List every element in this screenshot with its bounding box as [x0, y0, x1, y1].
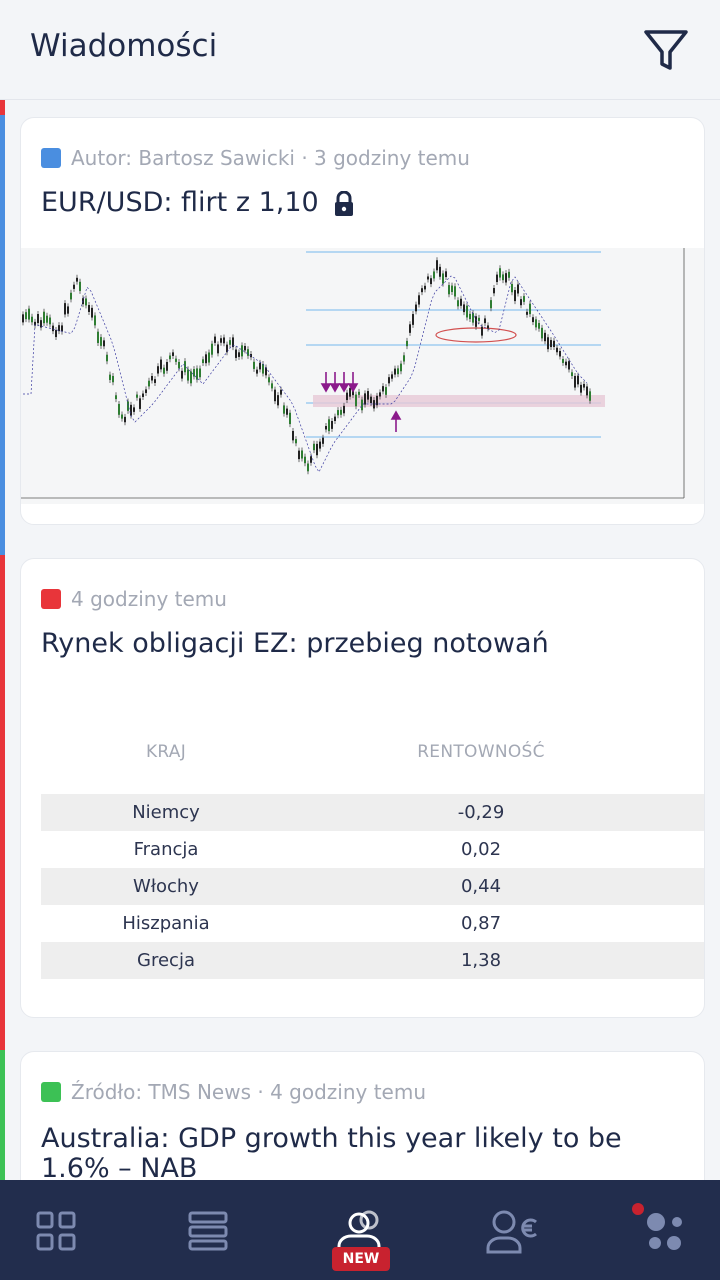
filter-icon: [644, 30, 688, 70]
article-meta-text: 4 godziny temu: [71, 587, 227, 611]
yield-cell: 1,38: [460, 950, 502, 971]
community-icon: [337, 1210, 381, 1254]
category-square: [41, 589, 61, 609]
yield-cell: 0,44: [460, 876, 502, 897]
article-title[interactable]: Rynek obligacji EZ: przebieg notowań: [41, 628, 549, 659]
page-title: Wiadomości: [30, 28, 218, 64]
article-title[interactable]: EUR/USD: flirt z 1,10: [41, 188, 355, 218]
bond-yield-table: KRAJ RENTOWNOŚĆ Niemcy -0,29 Francja 0,0…: [41, 709, 704, 979]
yield-cell: -0,29: [457, 802, 505, 823]
category-accent-bar: [0, 1050, 5, 1180]
article-meta: Autor: Bartosz Sawicki · 3 godziny temu: [41, 146, 470, 170]
list-icon: [188, 1211, 228, 1251]
category-square: [41, 1082, 61, 1102]
category-square: [41, 148, 61, 168]
yield-cell: 0,87: [460, 913, 502, 934]
new-badge: NEW: [332, 1247, 390, 1271]
country-cell: Francja: [133, 839, 199, 860]
column-header-country: KRAJ: [145, 741, 187, 762]
nav-more[interactable]: [634, 1206, 694, 1256]
category-accent-bar: [0, 555, 5, 1050]
table-row: Francja 0,02: [41, 831, 704, 868]
country-cell: Hiszpania: [122, 913, 210, 934]
account-euro-icon: [486, 1210, 537, 1254]
country-cell: Włochy: [133, 876, 199, 897]
article-meta-text: Autor: Bartosz Sawicki · 3 godziny temu: [71, 146, 470, 170]
news-card[interactable]: 4 godziny temu Rynek obligacji EZ: przeb…: [20, 558, 705, 1018]
article-meta-text: Źródło: TMS News · 4 godziny temu: [71, 1080, 427, 1104]
notification-dot: [632, 1203, 644, 1215]
table-row: Włochy 0,44: [41, 868, 704, 905]
table-row: Niemcy -0,29: [41, 794, 704, 831]
article-chart-image: [21, 248, 704, 504]
nav-community[interactable]: [330, 1206, 390, 1256]
table-row: Grecja 1,38: [41, 942, 704, 979]
candlestick-chart: [21, 248, 704, 504]
article-title-text: EUR/USD: flirt z 1,10: [41, 187, 319, 218]
country-cell: Grecja: [137, 950, 195, 971]
country-cell: Niemcy: [132, 802, 200, 823]
news-feed[interactable]: Autor: Bartosz Sawicki · 3 godziny temu …: [0, 100, 720, 1180]
nav-dashboard[interactable]: [26, 1206, 86, 1256]
filter-button[interactable]: [640, 24, 692, 76]
dashboard-icon: [36, 1211, 76, 1251]
category-accent-bar: [0, 100, 5, 115]
nav-list[interactable]: [178, 1206, 238, 1256]
article-meta: Źródło: TMS News · 4 godziny temu: [41, 1080, 426, 1104]
category-accent-bar: [0, 115, 5, 555]
table-header: KRAJ RENTOWNOŚĆ: [41, 709, 704, 794]
more-icon: [647, 1213, 682, 1250]
news-card[interactable]: Źródło: TMS News · 4 godziny temu Austra…: [20, 1051, 705, 1180]
article-meta: 4 godziny temu: [41, 587, 227, 611]
table-row: Hiszpania 0,87: [41, 905, 704, 942]
article-title[interactable]: Australia: GDP growth this year likely t…: [41, 1123, 622, 1181]
top-bar: Wiadomości: [0, 0, 720, 100]
lock-icon: [335, 190, 354, 216]
yield-cell: 0,02: [460, 839, 502, 860]
nav-account-euro[interactable]: [482, 1206, 542, 1256]
news-card[interactable]: Autor: Bartosz Sawicki · 3 godziny temu …: [20, 117, 705, 525]
column-header-yield: RENTOWNOŚĆ: [417, 741, 545, 762]
